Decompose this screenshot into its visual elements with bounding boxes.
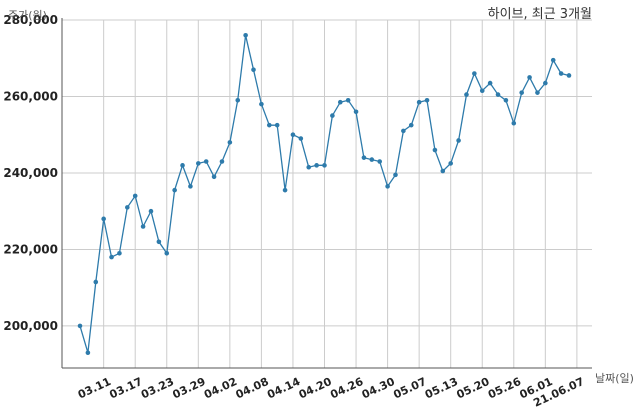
price-point xyxy=(140,224,146,229)
price-point xyxy=(164,250,170,256)
y-tick-label: 240,000 xyxy=(3,166,58,180)
price-point xyxy=(282,187,288,193)
price-point xyxy=(361,155,367,160)
y-tick-label: 220,000 xyxy=(3,242,58,256)
price-point xyxy=(416,99,422,105)
price-point xyxy=(172,187,177,193)
price-point xyxy=(479,88,485,94)
price-point xyxy=(330,113,335,118)
price-point xyxy=(196,161,201,166)
price-point xyxy=(448,161,453,166)
price-point xyxy=(385,184,390,189)
price-point xyxy=(487,80,493,86)
price-point xyxy=(440,168,446,174)
price-point xyxy=(109,254,114,260)
y-tick-label: 260,000 xyxy=(3,89,58,103)
price-point xyxy=(566,73,572,78)
x-tick-label: 04.26 xyxy=(328,375,365,402)
price-point xyxy=(77,323,83,329)
y-tick-labels: 200,000 220,000 240,000 260,000 280,000 xyxy=(3,13,58,333)
price-point xyxy=(243,32,248,38)
price-point xyxy=(148,208,154,214)
price-point xyxy=(259,101,264,107)
price-point xyxy=(219,159,225,164)
price-point xyxy=(456,138,461,143)
x-tick-label: 05.13 xyxy=(423,375,460,401)
price-point xyxy=(180,163,185,168)
price-point xyxy=(227,140,233,145)
x-tick-label: 03.29 xyxy=(171,375,208,401)
price-point xyxy=(550,57,556,63)
chart-title: 하이브, 최근 3개월 xyxy=(488,7,592,22)
y-tick-label: 280,000 xyxy=(3,13,58,27)
price-point xyxy=(117,250,122,256)
price-point xyxy=(337,99,343,105)
x-tick-label: 04.30 xyxy=(360,375,397,402)
price-point xyxy=(290,132,296,138)
price-point xyxy=(132,193,138,199)
price-point xyxy=(306,164,312,170)
price-point xyxy=(558,71,564,76)
price-points xyxy=(77,32,572,356)
price-point xyxy=(472,71,477,76)
price-point xyxy=(353,109,359,115)
price-point xyxy=(85,350,91,356)
price-point xyxy=(543,80,548,86)
price-point xyxy=(377,159,383,164)
price-point xyxy=(101,216,106,222)
price-point xyxy=(527,75,532,80)
x-tick-label: 04.02 xyxy=(202,375,239,401)
price-point xyxy=(235,98,241,103)
price-point xyxy=(535,90,540,95)
x-axis-label: 날짜(일) xyxy=(595,371,634,385)
axes xyxy=(61,18,592,369)
price-point xyxy=(314,163,319,168)
price-point xyxy=(266,122,272,128)
price-point xyxy=(424,98,430,103)
gridlines xyxy=(62,19,592,368)
x-tick-label: 05.26 xyxy=(486,375,523,402)
price-point xyxy=(408,122,414,128)
price-point xyxy=(464,92,469,97)
price-point xyxy=(432,147,438,153)
x-tick-label: 03.17 xyxy=(107,375,144,401)
x-tick-labels: 03.1103.1703.2303.2904.0204.0804.1404.20… xyxy=(76,375,586,409)
price-point xyxy=(345,98,351,103)
price-point xyxy=(203,159,209,164)
price-point xyxy=(511,120,517,126)
x-tick-label: 03.23 xyxy=(139,375,176,401)
price-point xyxy=(274,122,280,128)
x-tick-label: 05.20 xyxy=(454,375,491,402)
price-point xyxy=(322,163,327,168)
y-tick-label: 200,000 xyxy=(3,319,58,333)
price-point xyxy=(251,67,256,73)
price-point xyxy=(369,157,375,162)
x-tick-label: 04.20 xyxy=(297,375,334,402)
price-point xyxy=(156,239,162,245)
price-point xyxy=(495,92,501,97)
price-point xyxy=(298,136,304,141)
price-point xyxy=(93,279,99,285)
price-point xyxy=(503,98,509,103)
x-tick-label: 03.11 xyxy=(76,375,113,401)
x-tick-label: 04.08 xyxy=(234,375,271,401)
x-tick-label: 04.14 xyxy=(265,375,302,402)
price-point xyxy=(188,184,193,189)
x-tick-label: 05.07 xyxy=(391,375,428,401)
price-point xyxy=(125,205,130,210)
price-point xyxy=(519,90,524,95)
price-point xyxy=(401,128,406,134)
y-axis-label: 주가(원) xyxy=(8,9,47,22)
price-point xyxy=(393,172,398,178)
price-point xyxy=(211,174,217,180)
